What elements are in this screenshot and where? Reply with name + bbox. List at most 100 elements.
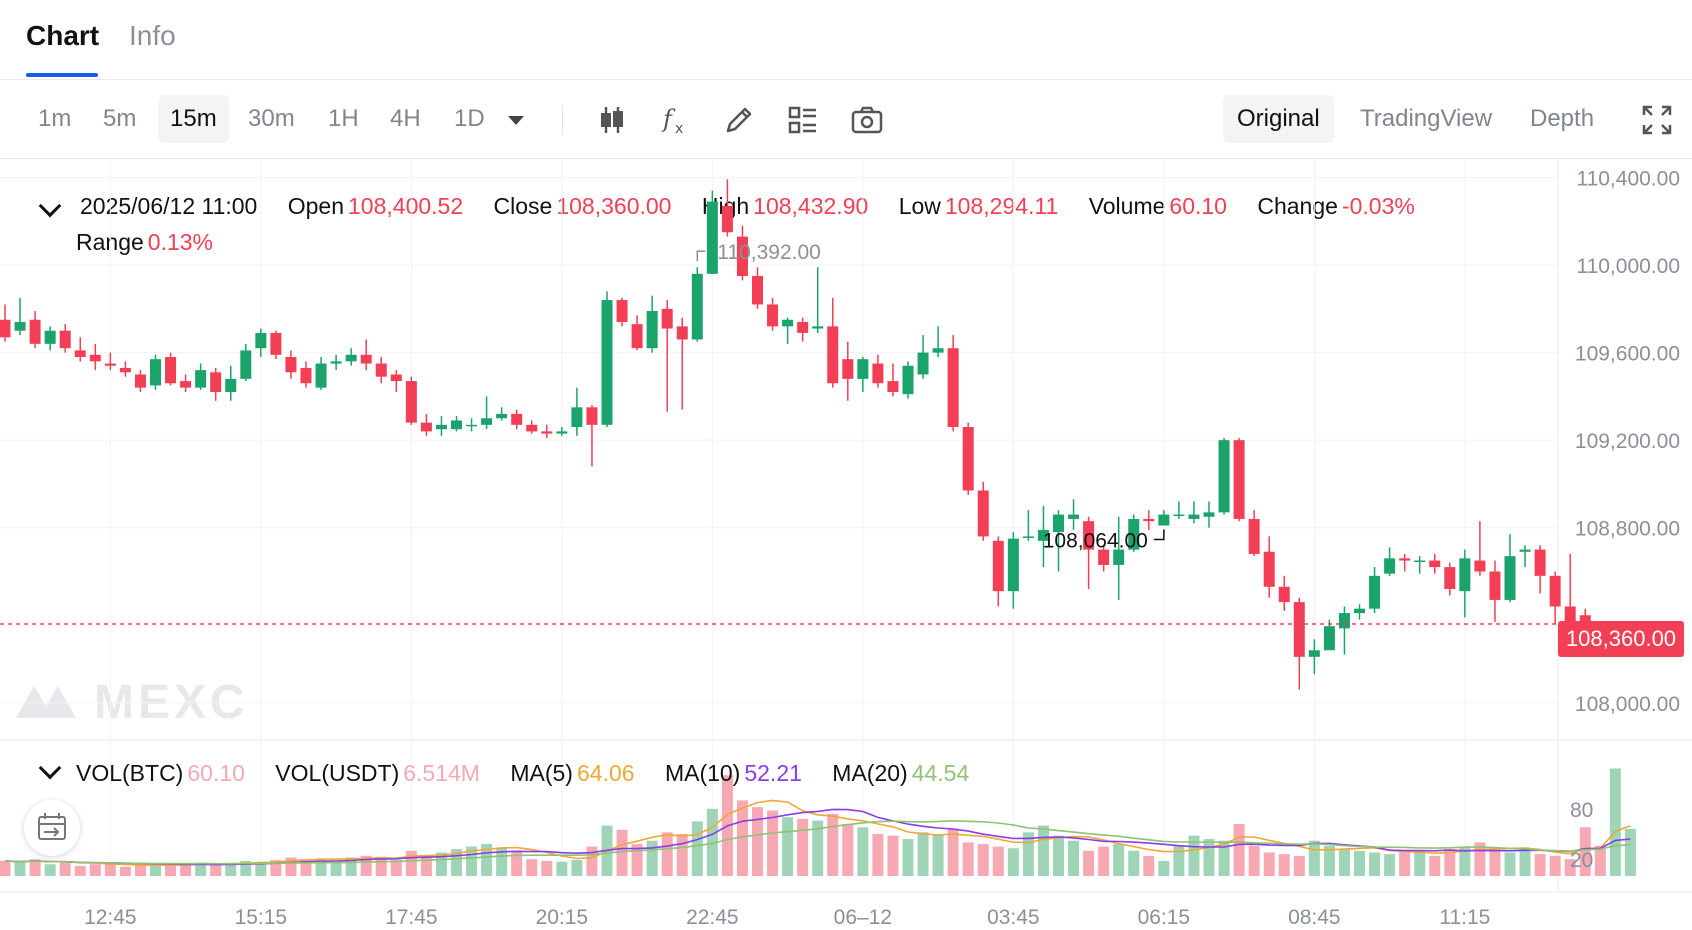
- volume-bar: [466, 846, 478, 876]
- time-axis-label: 20:15: [536, 906, 589, 929]
- candle-body: [932, 348, 944, 353]
- candle-body: [255, 332, 267, 349]
- volume-bar: [1429, 855, 1441, 876]
- volume-bar: [857, 827, 869, 876]
- candle-body: [1293, 602, 1305, 657]
- tab-chart[interactable]: Chart: [26, 20, 100, 51]
- volume-bar: [556, 861, 568, 876]
- candle-body: [1429, 560, 1441, 568]
- volume-bar: [1489, 850, 1501, 876]
- volume-bar: [1609, 768, 1621, 876]
- volume-bar: [511, 850, 523, 876]
- candle-body: [661, 308, 673, 329]
- candle-body: [526, 424, 538, 432]
- volume-bar: [134, 865, 146, 876]
- volume-bar: [646, 840, 658, 876]
- interval-15m[interactable]: 15m: [158, 95, 229, 143]
- candle-body: [1233, 440, 1245, 519]
- candle-body: [435, 424, 447, 430]
- candle-body: [210, 372, 222, 392]
- volume-bar: [752, 807, 763, 876]
- volume-bar: [706, 808, 718, 876]
- candle-body: [150, 359, 161, 386]
- volume-bar: [842, 823, 854, 876]
- candle-body: [360, 354, 372, 364]
- interval-4h[interactable]: 4H: [390, 105, 421, 132]
- svg-text:x: x: [675, 121, 683, 137]
- candle-body: [917, 352, 929, 375]
- volume-bar: [74, 865, 86, 876]
- goto-date-button[interactable]: [24, 800, 80, 856]
- candle-body: [330, 361, 342, 364]
- candle-body: [827, 326, 839, 384]
- volume-bar: [1308, 840, 1320, 876]
- change-value: -0.03%: [1341, 193, 1415, 219]
- view-tradingview-button[interactable]: TradingView: [1360, 105, 1493, 132]
- interval-30m[interactable]: 30m: [248, 105, 295, 132]
- volume-bar: [165, 863, 177, 876]
- vol-btc-label: VOL(BTC): [76, 760, 184, 786]
- volume-bar: [1354, 850, 1365, 876]
- indicator-fx-icon[interactable]: f x: [659, 103, 693, 137]
- volume-bar: [1338, 849, 1350, 876]
- candle-body: [752, 276, 763, 305]
- candle-body: [420, 422, 432, 432]
- price-axis-label: 109,200.00: [1575, 430, 1680, 453]
- volume-bar: [691, 821, 703, 876]
- layout-grid-icon[interactable]: [786, 103, 820, 137]
- interval-1d[interactable]: 1D: [454, 105, 485, 132]
- interval-dropdown-chevron-down-icon[interactable]: [508, 116, 524, 125]
- candlestick-chart[interactable]: 110,400.00 110,000.00 109,600.00 109,200.00…: [0, 160, 1692, 930]
- view-original-button[interactable]: Original: [1223, 95, 1334, 143]
- price-axis-label: 109,600.00: [1575, 343, 1680, 366]
- candle-body: [225, 378, 237, 392]
- fullscreen-icon[interactable]: [1640, 103, 1674, 137]
- volume-bar: [902, 839, 914, 876]
- volume-bar: [526, 859, 538, 876]
- volume-bar: [360, 855, 372, 876]
- candle-body: [812, 326, 824, 329]
- volume-bar: [451, 849, 462, 876]
- volume-legend: VOL(BTC) 60.10 VOL(USDT) 6.514M MA(5) 64.06…: [76, 760, 973, 787]
- candle-body: [767, 304, 779, 327]
- volume-bar: [195, 862, 207, 876]
- volume-bar: [1399, 850, 1411, 876]
- tab-info[interactable]: Info: [129, 20, 176, 51]
- candlestick-icon[interactable]: [595, 103, 629, 137]
- camera-icon[interactable]: [850, 103, 884, 137]
- volume-bar: [1053, 835, 1064, 876]
- volume-bar: [1384, 854, 1396, 876]
- candle-body: [511, 413, 523, 425]
- view-depth-button[interactable]: Depth: [1530, 105, 1595, 132]
- volume-bar: [1414, 852, 1426, 876]
- candle-body: [872, 363, 884, 384]
- interval-1h[interactable]: 1H: [328, 105, 359, 132]
- volume-bar: [932, 834, 944, 876]
- volume-axis-label: 20: [1570, 849, 1593, 872]
- candle-body: [721, 205, 733, 233]
- interval-5m[interactable]: 5m: [103, 105, 137, 132]
- volume-bar: [496, 847, 508, 876]
- candle-body: [706, 201, 718, 274]
- volume-bar: [1128, 850, 1140, 876]
- ma20-value: 44.54: [911, 760, 970, 786]
- candle-body: [1263, 551, 1275, 587]
- volume-bar: [0, 860, 11, 876]
- volume-bar: [1564, 859, 1576, 876]
- candle-body: [1323, 626, 1335, 651]
- volume-bar: [1173, 845, 1185, 876]
- volume-bar: [1007, 848, 1019, 876]
- pencil-icon[interactable]: [722, 103, 756, 137]
- volume-bar: [180, 864, 192, 876]
- volume-bar: [1519, 847, 1531, 876]
- candle-body: [601, 300, 613, 425]
- volume-bar: [1459, 847, 1471, 876]
- candle-body: [782, 319, 794, 327]
- candle-body: [59, 330, 71, 349]
- vol-btc-value: 60.10: [187, 760, 245, 786]
- volume-bar: [767, 810, 779, 876]
- top-tabs: Chart Info: [0, 0, 1692, 80]
- open-label: Open: [287, 193, 345, 219]
- interval-1m[interactable]: 1m: [38, 105, 72, 132]
- candle-body: [962, 427, 974, 491]
